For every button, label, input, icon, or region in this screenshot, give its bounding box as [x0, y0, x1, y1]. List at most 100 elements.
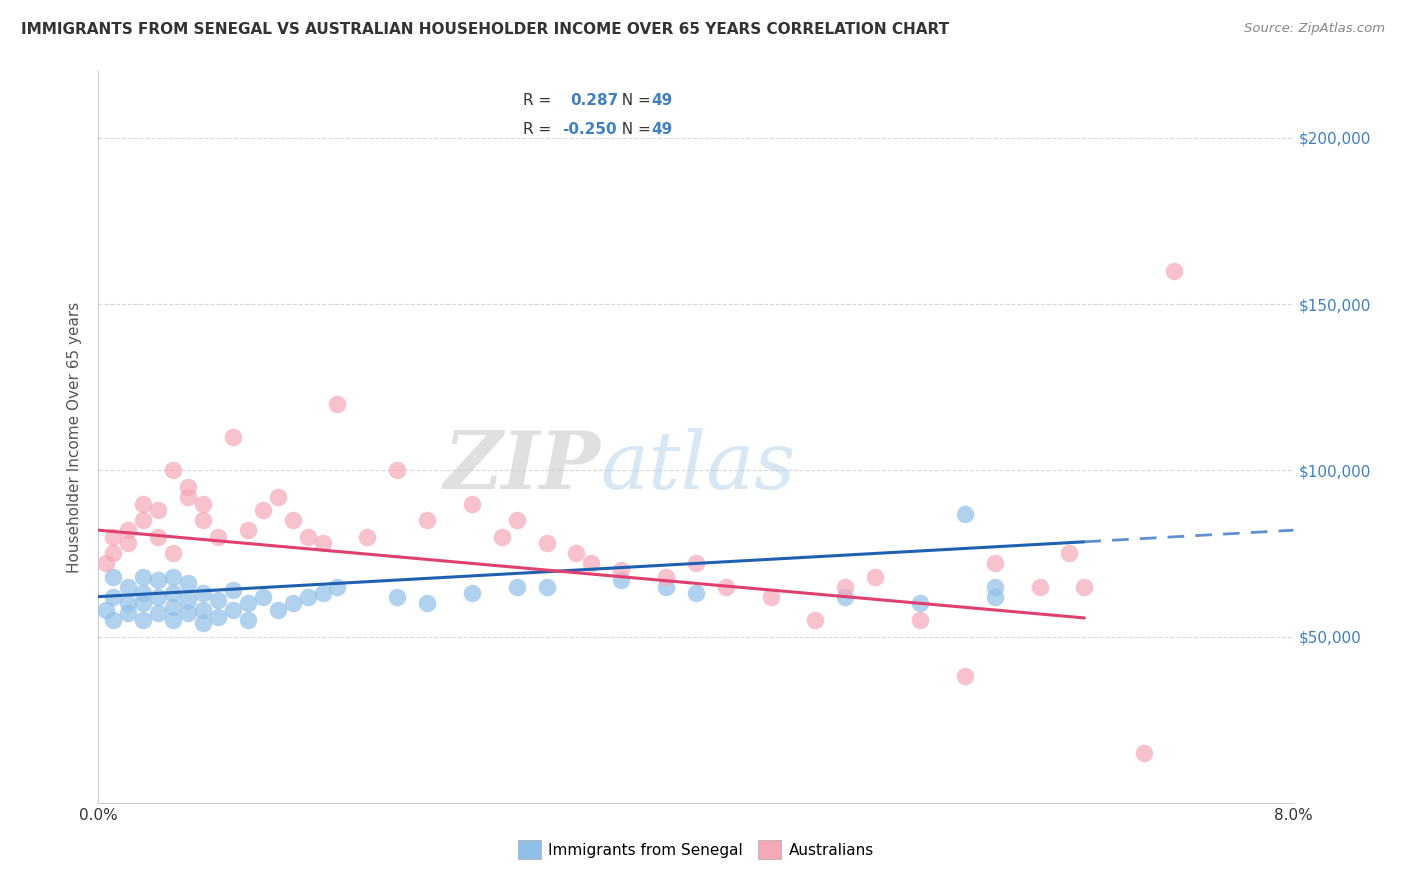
Point — [148, 530, 170, 544]
Point — [148, 503, 170, 517]
Point — [356, 530, 378, 544]
Point — [191, 497, 214, 511]
Point — [148, 590, 170, 604]
Point — [222, 430, 245, 444]
Point — [94, 557, 117, 571]
Point — [207, 609, 229, 624]
Point — [177, 607, 200, 621]
Point — [1163, 264, 1185, 278]
Text: N =: N = — [613, 93, 657, 108]
Point — [908, 613, 931, 627]
Point — [536, 580, 558, 594]
Point — [385, 590, 409, 604]
Text: Source: ZipAtlas.com: Source: ZipAtlas.com — [1244, 22, 1385, 36]
Point — [222, 603, 245, 617]
Point — [416, 513, 439, 527]
Point — [236, 596, 259, 610]
Point — [281, 596, 304, 610]
Point — [162, 586, 184, 600]
Point — [267, 490, 290, 504]
Point — [297, 530, 319, 544]
Point — [506, 513, 529, 527]
Point — [461, 586, 484, 600]
Point — [714, 580, 737, 594]
Point — [297, 590, 319, 604]
Point — [953, 507, 976, 521]
Point — [132, 613, 155, 627]
Point — [132, 596, 155, 610]
Point — [117, 523, 139, 537]
Point — [759, 590, 782, 604]
Point — [191, 513, 214, 527]
Point — [117, 596, 139, 610]
Point — [565, 546, 588, 560]
Point — [326, 397, 349, 411]
Point — [581, 557, 603, 571]
Point — [191, 586, 214, 600]
Point — [132, 513, 155, 527]
Point — [984, 590, 1007, 604]
Point — [685, 586, 707, 600]
Point — [326, 580, 349, 594]
Point — [117, 607, 139, 621]
Y-axis label: Householder Income Over 65 years: Householder Income Over 65 years — [67, 301, 83, 573]
Point — [1059, 546, 1081, 560]
Point — [103, 546, 125, 560]
Point — [132, 570, 155, 584]
Point — [1028, 580, 1050, 594]
Point — [536, 536, 558, 550]
Point — [461, 497, 484, 511]
Point — [117, 580, 139, 594]
Point — [416, 596, 439, 610]
Point — [148, 573, 170, 587]
Text: 49: 49 — [652, 93, 673, 108]
Point — [252, 590, 274, 604]
Text: R =: R = — [523, 93, 561, 108]
Point — [252, 503, 274, 517]
Point — [281, 513, 304, 527]
Text: 0.287: 0.287 — [571, 93, 619, 108]
Point — [162, 570, 184, 584]
Text: atlas: atlas — [600, 427, 796, 505]
Point — [162, 546, 184, 560]
Point — [177, 480, 200, 494]
Point — [162, 463, 184, 477]
Point — [103, 530, 125, 544]
Point — [655, 580, 678, 594]
Point — [610, 573, 633, 587]
Text: 49: 49 — [652, 122, 673, 137]
Text: N =: N = — [613, 122, 657, 137]
Point — [94, 603, 117, 617]
Point — [103, 590, 125, 604]
Point — [655, 570, 678, 584]
Text: ZIP: ZIP — [443, 427, 600, 505]
Point — [506, 580, 529, 594]
Point — [1133, 746, 1156, 760]
Point — [953, 669, 976, 683]
Point — [834, 590, 856, 604]
Legend: Immigrants from Senegal, Australians: Immigrants from Senegal, Australians — [509, 831, 883, 868]
Point — [177, 490, 200, 504]
Point — [103, 570, 125, 584]
Text: R =: R = — [523, 122, 555, 137]
Point — [148, 607, 170, 621]
Point — [103, 613, 125, 627]
Point — [132, 586, 155, 600]
Point — [162, 613, 184, 627]
Point — [1073, 580, 1095, 594]
Point — [834, 580, 856, 594]
Point — [207, 530, 229, 544]
Point — [908, 596, 931, 610]
Point — [804, 613, 827, 627]
Point — [311, 586, 333, 600]
Point — [207, 593, 229, 607]
Point — [177, 593, 200, 607]
Point — [267, 603, 290, 617]
Point — [222, 582, 245, 597]
Point — [311, 536, 333, 550]
Point — [984, 557, 1007, 571]
Point — [236, 613, 259, 627]
Point — [236, 523, 259, 537]
Point — [491, 530, 513, 544]
Point — [385, 463, 409, 477]
